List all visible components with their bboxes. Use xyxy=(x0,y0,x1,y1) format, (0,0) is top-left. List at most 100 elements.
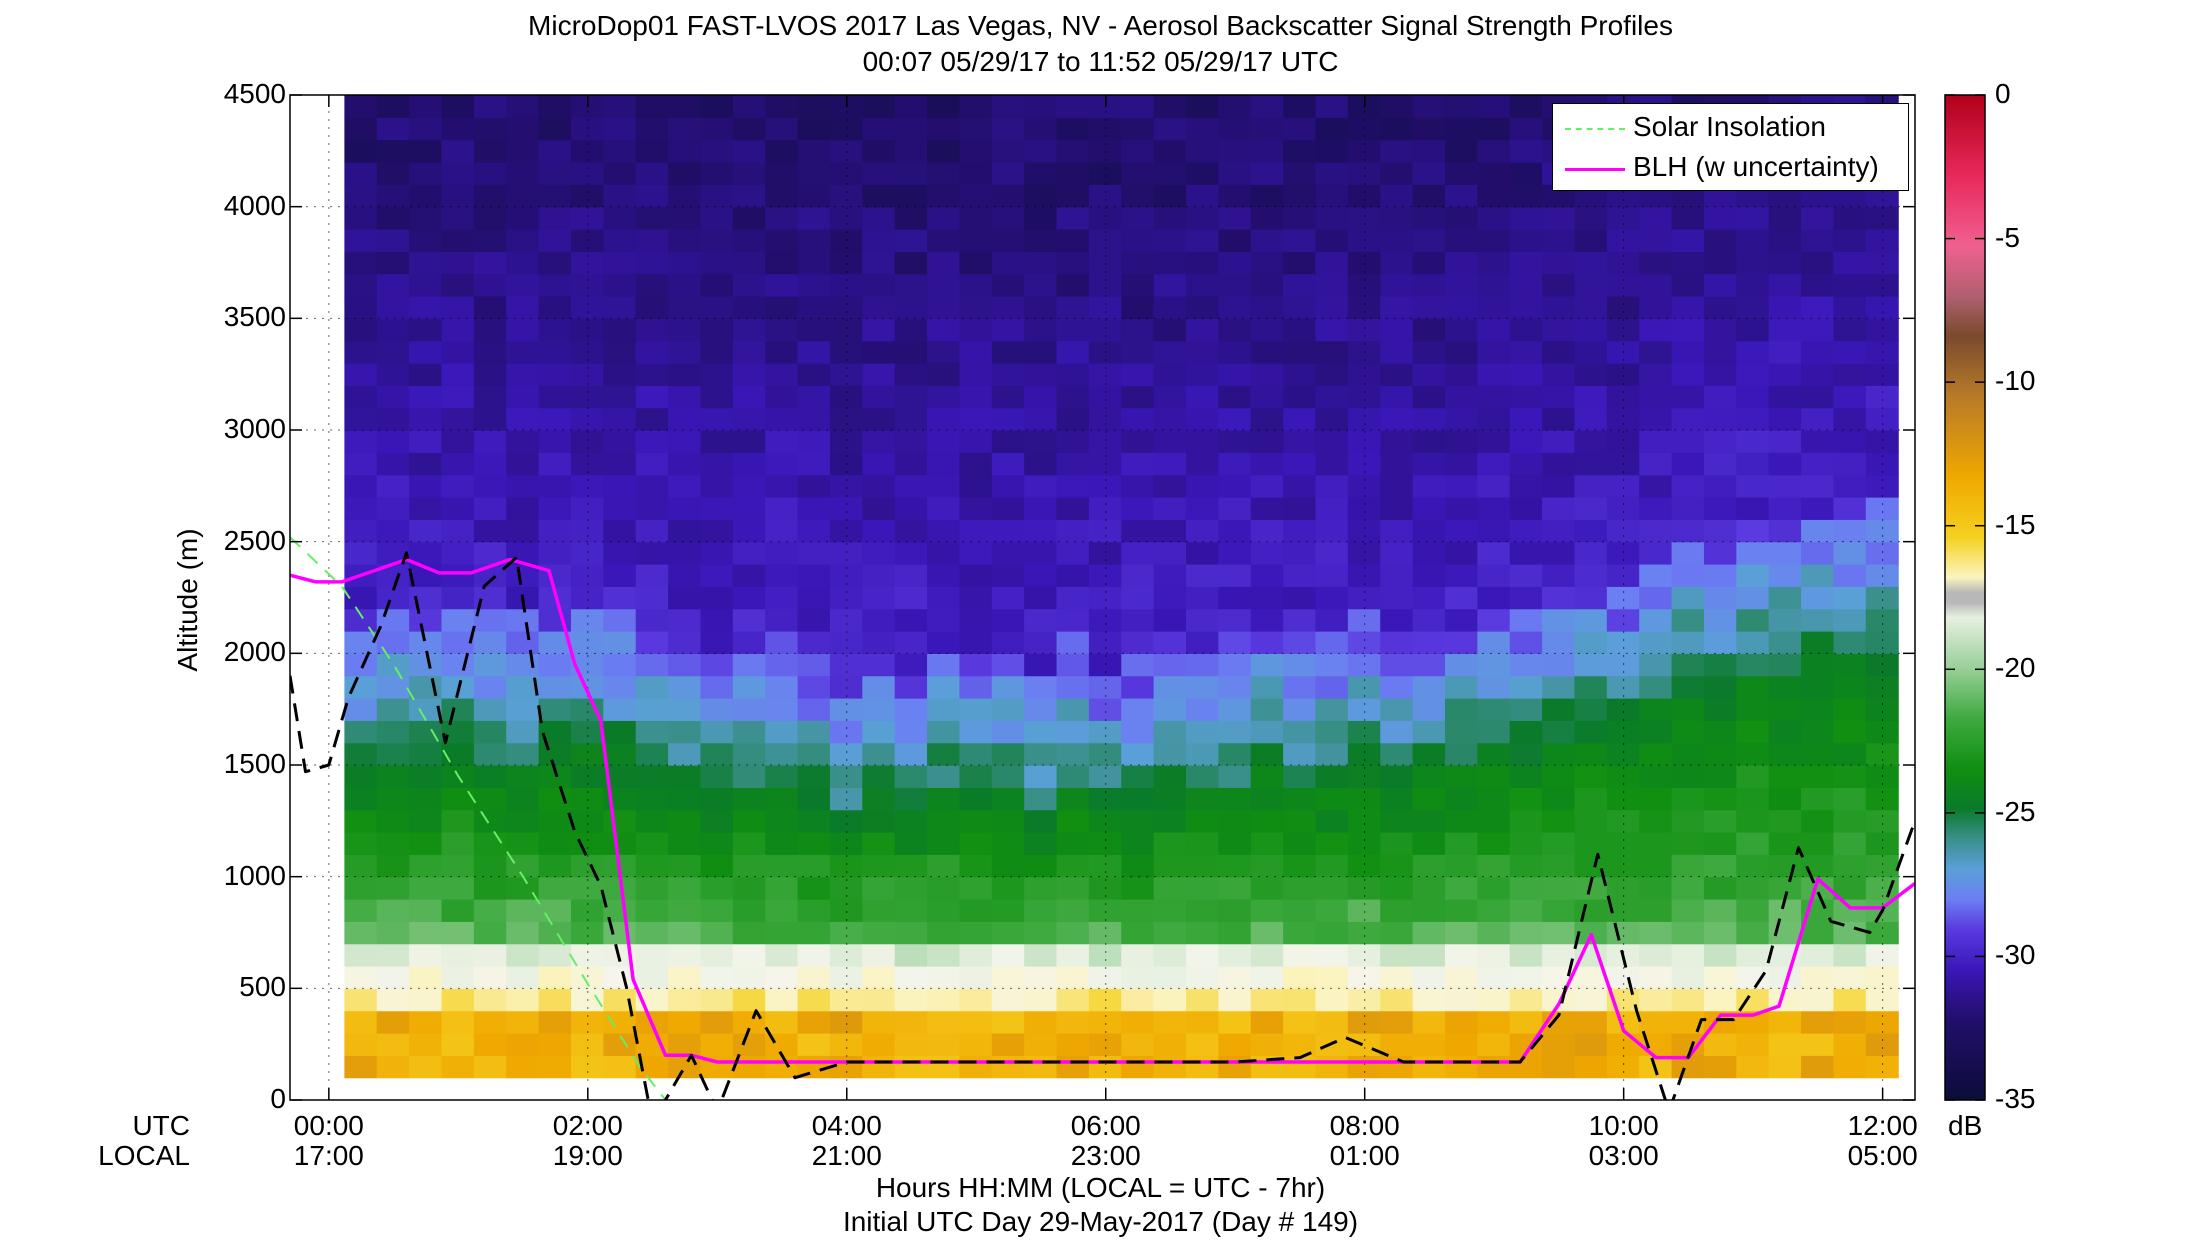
heatmap-cell xyxy=(765,742,799,766)
heatmap-cell xyxy=(1250,162,1284,185)
heatmap-cell xyxy=(1218,229,1252,252)
heatmap-cell xyxy=(538,943,572,967)
heatmap-cell xyxy=(1218,541,1252,565)
heatmap-cell xyxy=(1121,1033,1155,1056)
heatmap-cell xyxy=(538,720,572,744)
heatmap-cell xyxy=(1542,1033,1576,1056)
heatmap-cell xyxy=(1121,832,1155,855)
heatmap-cell xyxy=(473,497,507,520)
heatmap-cell xyxy=(1186,318,1219,342)
heatmap-cell xyxy=(1542,564,1576,587)
heatmap-cell xyxy=(1574,832,1608,855)
heatmap-cell xyxy=(1865,1010,1899,1034)
heatmap-cell xyxy=(732,206,766,230)
heatmap-cell xyxy=(1671,720,1705,744)
heatmap-cell xyxy=(862,229,896,252)
heatmap-cell xyxy=(1153,921,1187,945)
heatmap-cell xyxy=(797,519,831,543)
heatmap-cell xyxy=(1218,474,1252,498)
heatmap-cell xyxy=(732,452,766,476)
heatmap-cell xyxy=(1606,832,1640,855)
heatmap-cell xyxy=(1347,1033,1381,1056)
x-axis-label: Hours HH:MM (LOCAL = UTC - 7hr) xyxy=(875,1172,1326,1203)
heatmap-cell xyxy=(635,564,669,587)
heatmap-cell xyxy=(829,720,863,744)
heatmap-cell xyxy=(700,675,734,699)
heatmap-cell xyxy=(959,519,993,543)
heatmap-cell xyxy=(1736,452,1770,476)
heatmap-cell xyxy=(1671,675,1705,699)
heatmap-cell xyxy=(1121,809,1155,833)
heatmap-cell xyxy=(635,966,669,989)
heatmap-cell xyxy=(1574,765,1608,788)
heatmap-cell xyxy=(765,340,799,364)
heatmap-cell xyxy=(1639,809,1673,833)
heatmap-cell xyxy=(959,675,993,699)
y-tick-label: 2000 xyxy=(223,636,286,668)
heatmap-cell xyxy=(409,698,443,721)
heatmap-cell xyxy=(1153,720,1187,744)
heatmap-cell xyxy=(570,787,604,811)
heatmap-cell xyxy=(991,251,1025,275)
heatmap-cell xyxy=(635,117,669,141)
heatmap-cell xyxy=(1671,921,1705,945)
heatmap-cell xyxy=(1444,720,1478,744)
heatmap-cell xyxy=(1347,162,1381,185)
heatmap-cell xyxy=(1444,497,1478,520)
heatmap-cell xyxy=(829,474,863,498)
heatmap-cell xyxy=(1509,765,1543,788)
heatmap-cell xyxy=(1121,340,1155,364)
heatmap-cell xyxy=(700,1033,734,1056)
heatmap-cell xyxy=(862,251,896,275)
heatmap-cell xyxy=(1056,1055,1090,1079)
heatmap-cell xyxy=(1186,474,1219,498)
heatmap-cell xyxy=(570,251,604,275)
heatmap-cell xyxy=(1703,608,1737,632)
heatmap-cell xyxy=(991,742,1025,766)
heatmap-cell xyxy=(1250,742,1284,766)
heatmap-cell xyxy=(765,698,799,721)
heatmap-cell xyxy=(441,899,475,922)
heatmap-cell xyxy=(1703,564,1737,587)
heatmap-cell xyxy=(1542,943,1576,967)
heatmap-cell xyxy=(603,273,637,297)
heatmap-cell xyxy=(1509,95,1543,118)
legend-label-blh: BLH (w uncertainty) xyxy=(1633,151,1879,182)
heatmap-cell xyxy=(344,586,378,610)
heatmap-cell xyxy=(344,1010,378,1034)
heatmap-cell xyxy=(1639,340,1673,364)
heatmap-cell xyxy=(959,1010,993,1034)
heatmap-cell xyxy=(635,273,669,297)
heatmap-cell xyxy=(1056,1033,1090,1056)
x-tick-label-utc: 10:00 xyxy=(1588,1110,1659,1141)
heatmap-cell xyxy=(506,1033,540,1056)
heatmap-cell xyxy=(797,876,831,900)
heatmap-cell xyxy=(829,541,863,565)
heatmap-cell xyxy=(1056,162,1090,185)
heatmap-cell xyxy=(1121,1055,1155,1079)
heatmap-cell xyxy=(862,966,896,989)
heatmap-cell xyxy=(1833,1033,1867,1056)
heatmap-cell xyxy=(1574,809,1608,833)
heatmap-cell xyxy=(376,95,410,118)
heatmap-cell xyxy=(862,385,896,409)
heatmap-cell xyxy=(1250,899,1284,922)
heatmap-cell xyxy=(603,966,637,989)
heatmap-cell xyxy=(668,787,702,811)
x-tick-label-local: 03:00 xyxy=(1588,1140,1659,1171)
heatmap-cell xyxy=(797,117,831,141)
heatmap-cell xyxy=(732,966,766,989)
heatmap-cell xyxy=(344,407,378,431)
heatmap-cell xyxy=(344,497,378,520)
heatmap-cell xyxy=(506,809,540,833)
heatmap-cell xyxy=(700,988,734,1012)
heatmap-cell xyxy=(1542,765,1576,788)
heatmap-cell xyxy=(959,899,993,922)
heatmap-cell xyxy=(1574,631,1608,654)
heatmap-cell xyxy=(409,787,443,811)
heatmap-cell xyxy=(700,765,734,788)
heatmap-cell xyxy=(344,631,378,654)
heatmap-cell xyxy=(765,564,799,587)
heatmap-cell xyxy=(473,787,507,811)
heatmap-cell xyxy=(894,720,928,744)
